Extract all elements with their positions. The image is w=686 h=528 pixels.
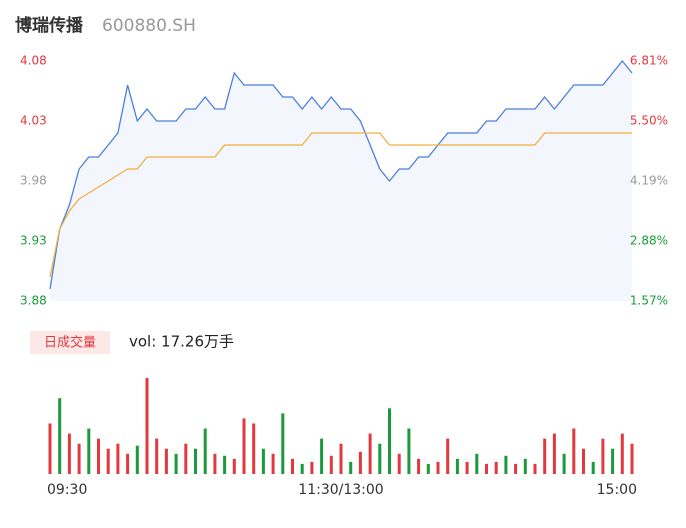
y2-tick-label: 6.81% bbox=[630, 54, 668, 68]
volume-tag-bg bbox=[30, 331, 110, 354]
volume-bar bbox=[252, 423, 256, 474]
volume-bar bbox=[552, 433, 556, 474]
volume-bar bbox=[145, 378, 149, 474]
volume-bar bbox=[87, 428, 91, 474]
y2-tick-label: 2.88% bbox=[630, 234, 668, 248]
chart-title: 博瑞传播 bbox=[15, 15, 84, 36]
y2-tick-label: 5.50% bbox=[630, 114, 668, 128]
volume-bar bbox=[630, 443, 634, 474]
volume-bar bbox=[126, 453, 130, 474]
volume-bar bbox=[407, 428, 411, 474]
volume-bar bbox=[543, 438, 547, 474]
volume-bar bbox=[582, 448, 585, 474]
volume-bar bbox=[368, 433, 372, 474]
volume-bar bbox=[475, 453, 479, 474]
x-tick-label: 09:30 bbox=[47, 482, 87, 498]
volume-bar bbox=[116, 443, 120, 474]
volume-bar bbox=[436, 461, 440, 474]
volume-bar bbox=[223, 455, 227, 474]
volume-tag: 日成交量 bbox=[44, 335, 96, 351]
volume-bar bbox=[388, 408, 391, 474]
volume-bar bbox=[426, 463, 430, 474]
line-price bbox=[49, 59, 633, 290]
y2-tick-label: 1.57% bbox=[630, 294, 668, 308]
volume-bar bbox=[446, 438, 450, 474]
y-tick-label: 3.88 bbox=[20, 294, 47, 308]
volume-bar bbox=[97, 438, 100, 474]
volume-bar bbox=[523, 458, 527, 474]
y-tick-label: 4.03 bbox=[20, 114, 47, 128]
y-tick-label: 4.08 bbox=[20, 54, 47, 68]
volume-bar bbox=[417, 458, 421, 474]
volume-bar bbox=[291, 458, 294, 474]
y-tick-label: 3.93 bbox=[20, 234, 47, 248]
volume-bar bbox=[397, 453, 401, 474]
volume-bar bbox=[135, 445, 139, 474]
volume-bar bbox=[465, 461, 469, 474]
volume-bar bbox=[611, 448, 615, 474]
line-average bbox=[49, 132, 632, 278]
volume-bar bbox=[339, 443, 343, 474]
x-tick-label: 15:00 bbox=[597, 482, 637, 498]
volume-bar bbox=[349, 461, 353, 474]
volume-bar bbox=[271, 453, 275, 474]
volume-bar bbox=[164, 448, 168, 474]
x-tick-label: 11:30/13:00 bbox=[298, 482, 383, 498]
volume-bar bbox=[48, 423, 52, 474]
volume-bar bbox=[281, 413, 285, 474]
volume-bar bbox=[620, 433, 624, 474]
volume-bar bbox=[155, 438, 159, 474]
volume-bar bbox=[572, 428, 576, 474]
y-tick-label: 3.98 bbox=[20, 174, 47, 188]
volume-bar bbox=[310, 461, 314, 474]
volume-bar bbox=[300, 463, 304, 474]
volume-bar bbox=[358, 451, 362, 474]
volume-bar bbox=[174, 453, 178, 474]
volume-bar bbox=[242, 418, 246, 474]
chart-subtitle: 600880.SH bbox=[102, 16, 196, 36]
volume-label: vol: 17.26万手 bbox=[129, 333, 234, 351]
volume-bar bbox=[184, 443, 188, 474]
volume-bar bbox=[106, 448, 110, 474]
volume-bar bbox=[601, 438, 605, 474]
volume-bar bbox=[533, 463, 537, 474]
volume-bar bbox=[203, 428, 207, 474]
volume-bar bbox=[320, 438, 324, 474]
volume-bar bbox=[261, 448, 265, 474]
volume-bar bbox=[232, 458, 236, 474]
volume-bar bbox=[58, 398, 62, 474]
volume-bar bbox=[562, 453, 566, 474]
volume-bar bbox=[504, 455, 508, 474]
volume-bar bbox=[77, 443, 81, 474]
volume-bar bbox=[378, 443, 382, 474]
volume-bar bbox=[213, 453, 217, 474]
volume-bar bbox=[455, 458, 459, 474]
volume-bar bbox=[591, 461, 595, 474]
volume-bar bbox=[194, 448, 197, 474]
volume-bar bbox=[67, 433, 71, 474]
y2-tick-label: 4.19% bbox=[630, 174, 668, 188]
volume-bar bbox=[329, 455, 333, 474]
volume-bar bbox=[485, 463, 488, 474]
volume-bar bbox=[494, 461, 498, 474]
volume-bar bbox=[514, 463, 518, 474]
